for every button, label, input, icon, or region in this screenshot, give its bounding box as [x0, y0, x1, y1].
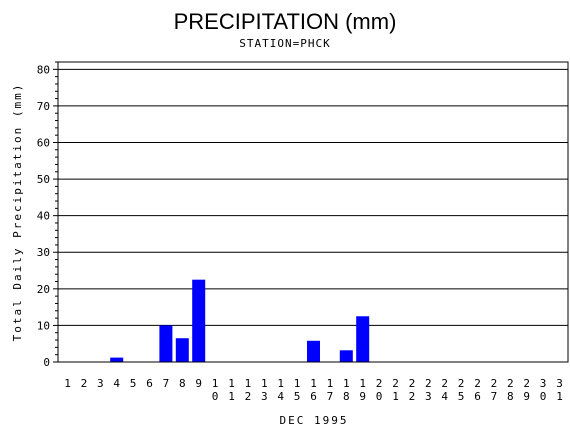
- y-tick-label: 50: [37, 173, 50, 186]
- y-tick-label: 70: [37, 100, 50, 113]
- x-tick-label: 3: [97, 377, 104, 390]
- x-tick-label: 6: [146, 377, 153, 390]
- x-tick-label: 1: [64, 377, 71, 390]
- bar-day-4: [110, 357, 124, 362]
- bars: [110, 279, 370, 362]
- x-tick-label: 5: [130, 377, 137, 390]
- bar-day-18: [339, 350, 353, 362]
- y-tick-label: 30: [37, 246, 50, 259]
- bar-day-8: [175, 338, 189, 362]
- x-axis-label: DEC 1995: [280, 414, 349, 427]
- bar-day-19: [356, 316, 370, 362]
- y-tick-label: 0: [43, 356, 50, 369]
- bar-day-16: [307, 340, 320, 362]
- y-axis: 0 10 20 30 40 50 60 70 80: [37, 61, 58, 369]
- y-tick-label: 60: [37, 136, 50, 149]
- x-tick-label: 9: [195, 377, 202, 390]
- y-axis-label: Total Daily Precipitation (mm): [11, 83, 24, 342]
- chart-title: PRECIPITATION (mm): [174, 9, 397, 34]
- x-axis: 1 2 3 4 5 6 7 8 9 1 01 11 21 31 41 51 61 71 81 92 02 12 22 32 42…: [64, 377, 563, 403]
- x-tick-label: 4: [113, 377, 120, 390]
- bar-day-7: [159, 325, 173, 362]
- y-tick-label: 10: [37, 319, 50, 332]
- gridlines: [58, 68, 568, 326]
- x-tick-label: 2: [81, 377, 88, 390]
- chart-subtitle: STATION=PHCK: [239, 37, 330, 50]
- y-tick-label: 20: [37, 283, 50, 296]
- x-tick-label: 8: [179, 377, 186, 390]
- plot-frame: [57, 61, 569, 363]
- y-tick-label: 80: [37, 63, 50, 76]
- x-tick-label: 7: [163, 377, 170, 390]
- bar-day-9: [192, 279, 206, 362]
- y-tick-label: 40: [37, 210, 50, 223]
